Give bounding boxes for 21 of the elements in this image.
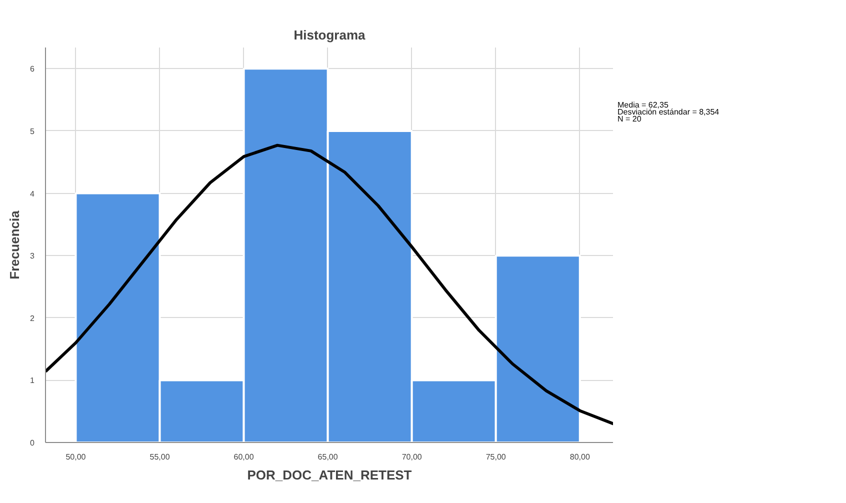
x-tick-label: 60,00 [234,452,254,462]
x-tick-label: 75,00 [486,452,506,462]
y-tick-label: 0 [30,438,36,448]
text: N = 20 [618,114,642,124]
x-tick-label: 65,00 [318,452,338,462]
y-tick-label: 1 [30,376,36,386]
y-axis-title: Frecuencia [7,210,22,280]
x-axis-title: POR_DOC_ATEN_RETEST [247,468,412,482]
text: Media = 62,35 [618,100,669,110]
y-tick-label: 4 [30,189,36,198]
line-series [46,144,613,426]
x-tick-label: 55,00 [150,452,170,462]
x-tick-label: 50,00 [66,452,86,462]
y-tick-label: 2 [30,314,36,323]
x-tick-label: 70,00 [402,452,422,462]
text: Desviación estándar = 8,354 [618,108,720,117]
chart-title: Histograma [294,28,366,42]
x-tick-label: 80,00 [570,452,590,462]
y-tick-label: 3 [30,252,36,261]
y-tick-label: 6 [30,64,36,74]
y-tick-label: 5 [30,126,36,136]
